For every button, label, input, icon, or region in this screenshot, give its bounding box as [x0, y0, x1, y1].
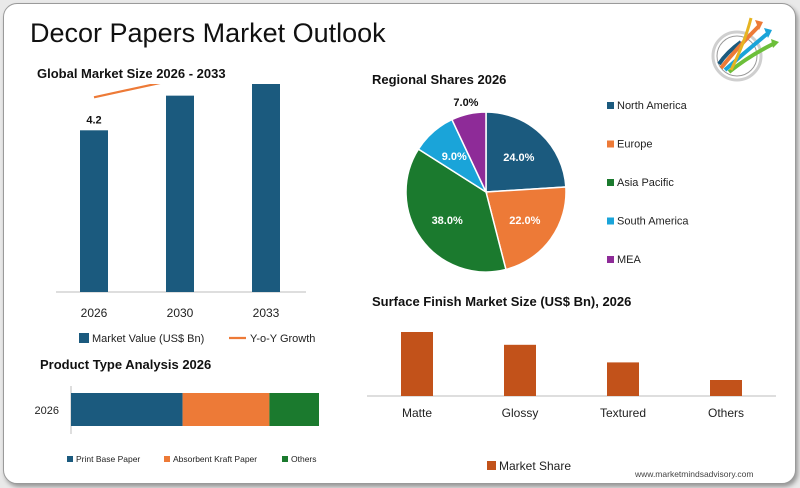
- stacked-segment-print-base-paper: [71, 393, 183, 426]
- dashboard-card: Decor Papers Market Outlook Global Marke…: [3, 3, 796, 484]
- legend-market-share: Market Share: [499, 459, 571, 473]
- page-title: Decor Papers Market Outlook: [30, 18, 386, 48]
- legend-swatch: [607, 102, 614, 109]
- yoy-growth-line: [93, 84, 161, 99]
- x-tick-label: Glossy: [502, 406, 539, 420]
- legend-item: MEA: [617, 254, 642, 266]
- pie-label: 9.0%: [442, 151, 467, 163]
- legend-swatch-market-value: [79, 333, 89, 343]
- footer-url: www.marketmindsadvisory.com: [635, 469, 754, 479]
- legend-swatch: [67, 456, 73, 462]
- x-tick-label: 2033: [253, 306, 280, 320]
- regional-pie-chart: 24.0% 22.0% 38.0% 9.0% 7.0% North America Euro…: [405, 97, 689, 273]
- legend-swatch: [607, 217, 614, 225]
- pie-slice-mea: [450, 111, 487, 193]
- legend-swatch: [607, 140, 614, 148]
- legend-swatch-market-share: [487, 461, 496, 470]
- market-size-chart: 4.2202620306.120335.4% CAGRMarket Value …: [56, 84, 315, 345]
- legend-swatch: [164, 456, 170, 462]
- legend-item: Others: [291, 454, 317, 464]
- surface-finish-title: Surface Finish Market Size (US$ Bn), 202…: [372, 294, 632, 309]
- pie-label: 24.0%: [503, 152, 534, 164]
- product-type-chart: 2026 Print Base Paper Absorbent Kraft Pape…: [35, 386, 319, 464]
- x-tick-label: 2030: [167, 306, 194, 320]
- pie-label: 22.0%: [509, 215, 540, 227]
- surface-finish-chart: Matte Glossy Textured Others Market Share: [367, 332, 776, 473]
- legend-item: Europe: [617, 139, 652, 151]
- y-tick-label: 2026: [35, 405, 59, 417]
- legend-swatch: [282, 456, 288, 462]
- x-tick-label: Textured: [600, 406, 646, 420]
- stacked-segment-absorbent-kraft-paper: [182, 393, 270, 426]
- legend-swatch: [607, 179, 614, 186]
- product-type-title: Product Type Analysis 2026: [40, 357, 212, 372]
- bar-textured: [607, 362, 639, 396]
- bar-2030: [166, 95, 194, 293]
- pie-slice-north-america: [485, 111, 567, 193]
- bar-glossy: [504, 344, 536, 396]
- legend-market-value: Market Value (US$ Bn): [92, 333, 204, 345]
- bar-others: [710, 380, 742, 396]
- stacked-segment-others: [269, 393, 319, 426]
- legend-item: Print Base Paper: [76, 454, 140, 464]
- bar-matte: [401, 332, 433, 396]
- x-tick-label: Others: [708, 406, 744, 420]
- regional-shares-title: Regional Shares 2026: [372, 72, 507, 87]
- market-size-title: Global Market Size 2026 - 2033: [37, 66, 226, 81]
- legend-item: North America: [617, 100, 688, 112]
- pie-slice-asia-pacific: [405, 148, 507, 273]
- pie-label: 7.0%: [453, 97, 478, 109]
- legend-swatch: [607, 256, 614, 263]
- x-tick-label: Matte: [402, 406, 432, 420]
- pie-label: 38.0%: [432, 215, 463, 227]
- legend-yoy-growth: Y-o-Y Growth: [250, 333, 315, 345]
- legend-item: Absorbent Kraft Paper: [173, 454, 257, 464]
- bar-2026: [80, 130, 108, 292]
- logo-icon: [711, 17, 779, 82]
- bar-2033: [252, 84, 280, 293]
- legend-item: Asia Pacific: [617, 177, 674, 189]
- x-tick-label: 2026: [81, 306, 108, 320]
- pie-slice-europe: [485, 186, 567, 271]
- data-label: 4.2: [86, 114, 101, 126]
- legend-item: South America: [617, 216, 689, 228]
